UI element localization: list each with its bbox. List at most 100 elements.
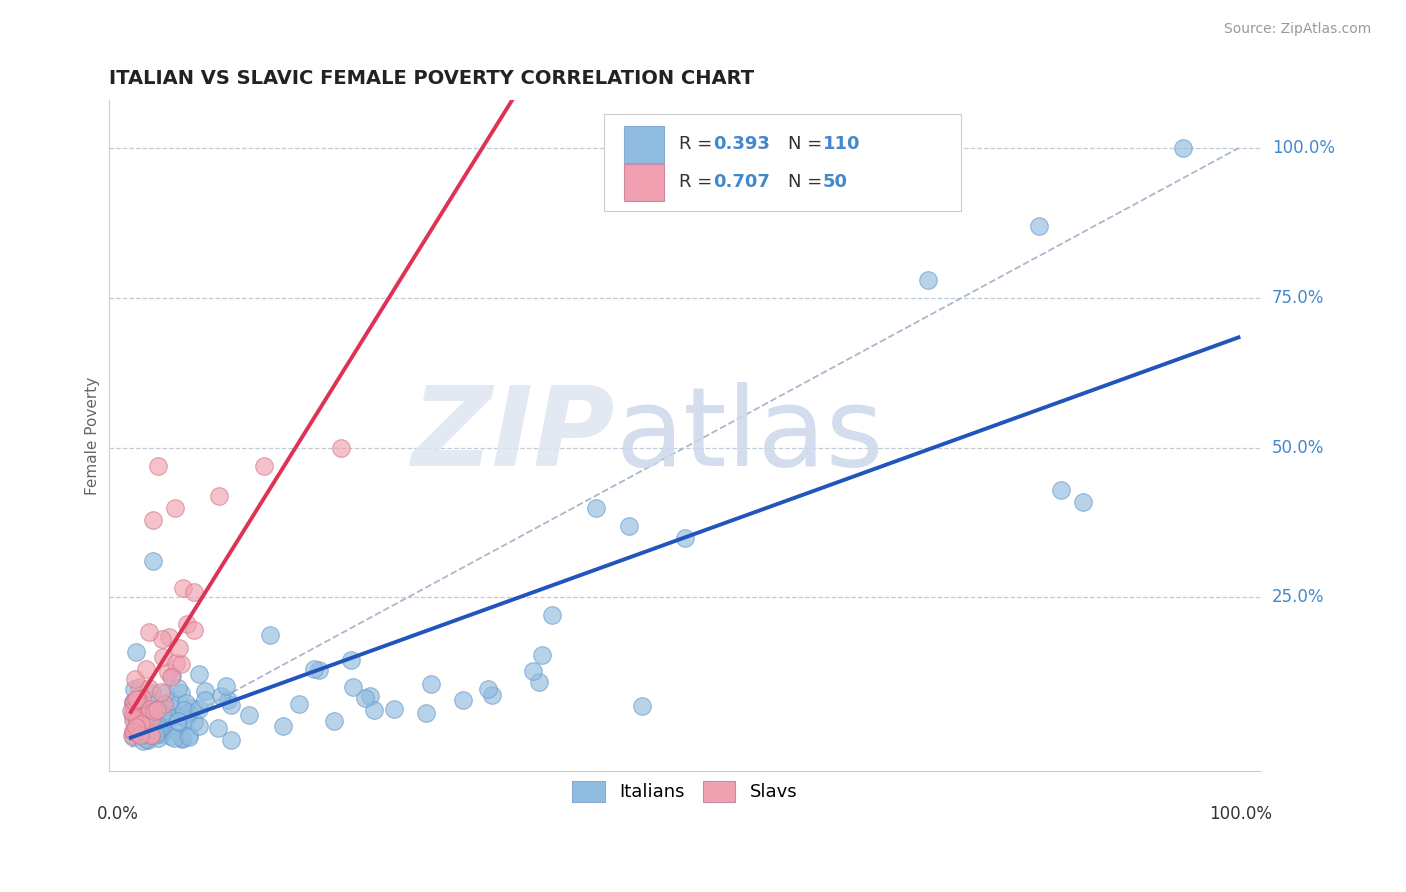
Text: 50: 50 [823, 173, 848, 191]
Text: 50.0%: 50.0% [1272, 439, 1324, 457]
Point [219, 698, 242, 713]
Point [176, 617, 198, 632]
Point [1028, 219, 1050, 233]
Point [139, 713, 162, 727]
Point [132, 727, 155, 741]
Point [673, 531, 696, 545]
Point [166, 724, 188, 739]
Point [131, 709, 153, 723]
Point [152, 649, 174, 664]
Point [342, 681, 364, 695]
Text: R =: R = [679, 173, 718, 191]
Point [188, 719, 211, 733]
Point [172, 581, 194, 595]
Point [323, 714, 346, 728]
Point [169, 640, 191, 655]
Point [219, 732, 242, 747]
Point [135, 731, 157, 746]
Point [183, 585, 205, 599]
Point [183, 714, 205, 729]
Point [159, 694, 181, 708]
Point [125, 720, 148, 734]
Point [165, 500, 187, 515]
Point [125, 691, 148, 706]
Point [127, 713, 149, 727]
Point [1073, 494, 1095, 508]
Point [155, 703, 177, 717]
Point [138, 732, 160, 747]
Point [217, 693, 239, 707]
Point [125, 645, 148, 659]
Point [138, 624, 160, 639]
Point [1050, 483, 1073, 497]
Point [173, 703, 195, 717]
Point [121, 703, 143, 717]
Point [135, 728, 157, 742]
Point [131, 725, 153, 739]
Point [540, 608, 562, 623]
Point [142, 512, 165, 526]
Point [167, 681, 190, 695]
Point [194, 684, 217, 698]
Point [359, 689, 381, 703]
Point [145, 728, 167, 742]
Point [122, 681, 145, 696]
Point [152, 723, 174, 737]
Point [215, 679, 238, 693]
Point [131, 715, 153, 730]
Point [238, 707, 260, 722]
Point [188, 702, 211, 716]
Point [138, 706, 160, 721]
Point [522, 664, 544, 678]
Text: 0.0%: 0.0% [97, 805, 139, 822]
Point [141, 728, 163, 742]
Point [142, 554, 165, 568]
Point [142, 704, 165, 718]
Point [302, 662, 325, 676]
Point [207, 721, 229, 735]
Point [155, 686, 177, 700]
Point [129, 717, 152, 731]
Point [451, 693, 474, 707]
Point [177, 731, 200, 745]
Text: 0.393: 0.393 [713, 135, 770, 153]
Point [160, 700, 183, 714]
Point [128, 706, 150, 721]
Point [152, 697, 174, 711]
Point [174, 712, 197, 726]
Point [420, 677, 443, 691]
Point [209, 689, 232, 703]
Point [160, 669, 183, 683]
Point [363, 703, 385, 717]
Text: N =: N = [789, 173, 828, 191]
Point [122, 694, 145, 708]
Point [157, 630, 180, 644]
Point [150, 685, 173, 699]
Point [135, 725, 157, 739]
Point [183, 623, 205, 637]
Point [129, 728, 152, 742]
Point [138, 714, 160, 729]
Point [139, 718, 162, 732]
Point [353, 690, 375, 705]
Text: atlas: atlas [616, 382, 884, 489]
Point [194, 693, 217, 707]
Point [477, 681, 499, 696]
Point [131, 733, 153, 747]
Point [150, 706, 173, 721]
Point [136, 713, 159, 727]
Text: ZIP: ZIP [412, 382, 616, 489]
Point [159, 729, 181, 743]
Point [141, 724, 163, 739]
Point [139, 728, 162, 742]
Text: N =: N = [789, 135, 828, 153]
Point [159, 711, 181, 725]
Point [138, 693, 160, 707]
Point [156, 665, 179, 680]
Point [127, 722, 149, 736]
Point [139, 714, 162, 728]
Point [132, 710, 155, 724]
Point [142, 706, 165, 720]
Point [145, 726, 167, 740]
FancyBboxPatch shape [624, 126, 664, 162]
